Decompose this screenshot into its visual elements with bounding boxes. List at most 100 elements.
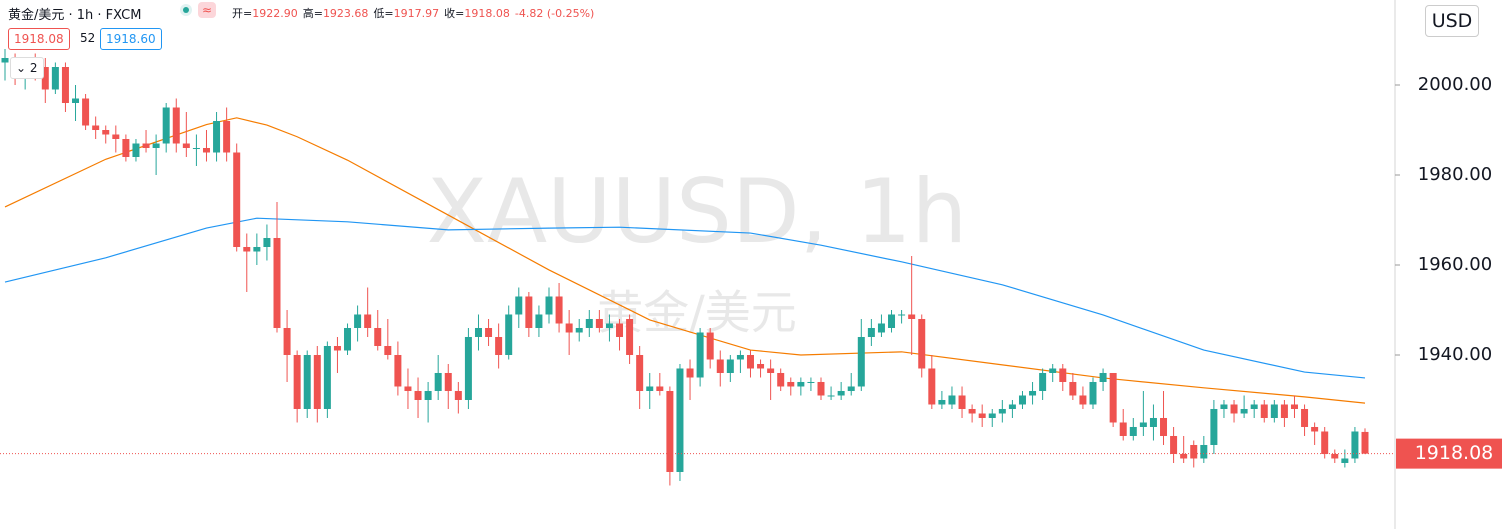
candle-body <box>1079 395 1087 405</box>
currency-button[interactable]: USD <box>1425 5 1479 37</box>
moving-average <box>4 117 1366 404</box>
candle-body <box>485 327 493 337</box>
ohlc-label: 高= <box>302 7 323 20</box>
candle-body <box>82 98 90 126</box>
candle-body <box>364 314 372 328</box>
candle-body <box>1220 404 1228 409</box>
candle-body <box>696 332 704 378</box>
candle-body <box>1280 404 1288 418</box>
candle-body <box>948 395 956 405</box>
y-tick-label: 2000.00 <box>1418 74 1492 95</box>
candle-body <box>72 98 80 104</box>
candle-body <box>1321 431 1329 454</box>
candle-body <box>928 368 936 405</box>
candle-body <box>495 336 503 355</box>
change: -4.82 (-0.25%) <box>514 7 595 20</box>
candle-body <box>555 296 563 324</box>
candle-body <box>908 314 916 319</box>
ohlc-value: 1922.90 <box>252 7 298 20</box>
candle-body <box>1180 453 1188 459</box>
candle-body <box>424 390 432 400</box>
candle-body <box>1200 444 1208 459</box>
candle-body <box>676 368 684 472</box>
chevron: ⌄ <box>16 61 30 75</box>
candle-body <box>888 314 896 328</box>
candle-body <box>706 332 714 360</box>
candle-body <box>384 345 392 355</box>
candle-body <box>263 237 271 247</box>
bid-badge[interactable]: 1918.08 <box>8 28 70 50</box>
candle-body <box>746 354 754 369</box>
candle-body <box>807 381 815 383</box>
candle-body <box>102 130 110 135</box>
candle-body <box>736 354 744 360</box>
candle-body <box>1210 408 1218 445</box>
candle-body <box>847 386 855 391</box>
candle-body <box>1018 395 1026 405</box>
candle-body <box>132 143 140 157</box>
status-dot <box>183 7 189 13</box>
candle-body <box>666 390 674 472</box>
candle-body <box>877 323 885 333</box>
candle-body <box>787 381 795 387</box>
candle-body <box>464 336 472 400</box>
collapse-button[interactable]: ⌄ 2 <box>10 57 44 79</box>
candle-body <box>454 390 462 400</box>
candle-body <box>112 134 120 139</box>
candle-body <box>575 327 583 333</box>
candle-body <box>223 121 231 153</box>
candle-body <box>404 386 412 391</box>
candle-body <box>1069 381 1077 396</box>
candle-body <box>344 327 352 351</box>
candle-body <box>837 390 845 396</box>
candle-body <box>1149 417 1157 427</box>
candle-body <box>1049 368 1057 373</box>
candle-body <box>162 107 170 144</box>
candle-body <box>213 121 221 153</box>
candle-body <box>1341 458 1349 463</box>
candle-body <box>716 359 724 373</box>
candle-body <box>1129 426 1137 436</box>
candle-body <box>122 138 130 157</box>
candle-body <box>817 381 825 396</box>
candle-body <box>686 368 694 378</box>
candle-body <box>414 390 422 400</box>
candle-body <box>243 246 251 252</box>
candle-body <box>726 359 734 373</box>
ohlc-legend: 开=1922.90 高=1923.68 低=1917.97 收=1918.08 -4.8… <box>232 5 594 21</box>
ohlc-label: 低= <box>373 7 394 20</box>
candle-body <box>1250 404 1258 409</box>
y-tick-label: 1980.00 <box>1418 164 1492 185</box>
ohlc-label: 收= <box>444 7 465 20</box>
candle-body <box>374 327 382 346</box>
candle-body <box>1059 368 1067 382</box>
candle-body <box>1170 435 1178 454</box>
ohlc-value: 1918.08 <box>464 7 510 20</box>
candle-body <box>545 296 553 315</box>
candle-body <box>656 386 664 391</box>
symbol-title: 黄金/美元 · 1h · FXCM <box>8 8 142 23</box>
y-tick-label: 1960.00 <box>1418 254 1492 275</box>
candle-body <box>273 237 281 328</box>
candle-body <box>525 296 533 328</box>
candle-body <box>1301 408 1309 427</box>
candle-body <box>757 363 765 369</box>
candle-body <box>898 314 906 316</box>
ohlc-value: 1923.68 <box>322 7 369 20</box>
candle-body <box>1 58 9 63</box>
ask-badge[interactable]: 1918.60 <box>100 28 162 50</box>
candle-body <box>565 323 573 333</box>
candle-body <box>505 314 513 355</box>
candle-body <box>1109 372 1117 423</box>
candle-body <box>626 318 634 355</box>
candle-body <box>283 327 291 355</box>
candle-body <box>152 143 160 148</box>
candle-body <box>253 246 261 252</box>
candle-body <box>92 125 100 131</box>
candle-body <box>1119 422 1127 436</box>
candle-body <box>978 413 986 418</box>
last-price-tag <box>1396 438 1502 469</box>
moving-average <box>4 217 1366 379</box>
candle-body <box>646 386 654 391</box>
